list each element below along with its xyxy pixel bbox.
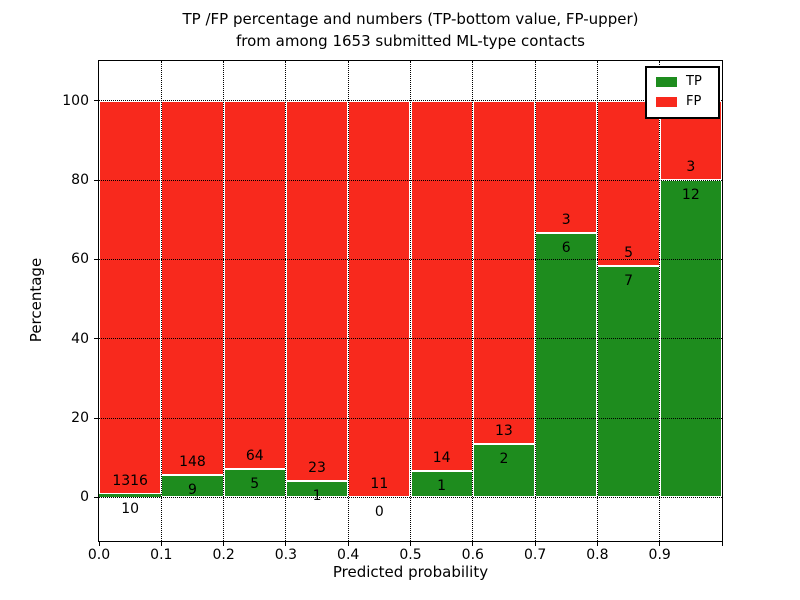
x-axis-tick	[285, 542, 287, 546]
bar-segment-tp	[597, 265, 660, 498]
x-tick-label: 0.7	[523, 547, 547, 563]
plot-area: 1316 10 148 9 64 5 23 1 11 0 14 1 13 2 3 6 5 7 3 12	[98, 60, 723, 542]
x-tick-label: 0.5	[399, 547, 422, 563]
fp-count-label: 3	[686, 159, 696, 175]
v-gridline	[472, 61, 474, 541]
x-axis-tick	[410, 542, 411, 546]
x-axis-tick	[98, 542, 100, 546]
y-axis-tick	[94, 496, 98, 498]
x-axis-tick	[659, 542, 661, 546]
x-tick-label: 0.2	[212, 547, 235, 563]
chart-title-line1: TP /FP percentage and numbers (TP-bottom…	[182, 10, 639, 28]
x-tick-label: 0.8	[586, 547, 609, 563]
tp-count-label: 1	[312, 487, 322, 504]
x-axis-tick	[534, 542, 536, 546]
chart-title-line2: from among 1653 submitted ML-type contac…	[236, 32, 585, 50]
bar-segment-fp	[597, 100, 660, 266]
v-gridline	[223, 61, 225, 541]
x-axis-tick	[160, 542, 162, 546]
bar-segment-tp	[99, 494, 162, 498]
y-axis-tick	[94, 179, 98, 181]
y-axis-label: Percentage	[27, 257, 45, 343]
bar-segment-tp	[223, 468, 286, 498]
legend-label-tp: TP	[686, 74, 702, 89]
v-gridline	[160, 61, 162, 541]
fp-count-label: 1316	[112, 473, 148, 490]
y-axis-tick	[94, 100, 98, 102]
x-tick-label: 0.6	[461, 547, 484, 563]
fp-color-swatch	[656, 97, 677, 107]
x-axis-tick	[472, 542, 474, 546]
y-axis-tick	[94, 258, 98, 260]
tp-count-label: 5	[250, 475, 260, 492]
fp-count-label: 11	[370, 476, 389, 493]
bar-segment-fp	[285, 100, 349, 481]
fp-count-label: 148	[179, 453, 206, 470]
bar-segment-fp	[348, 100, 411, 498]
fp-count-label: 23	[308, 459, 326, 476]
chart-title: TP /FP percentage and numbers (TP-bottom…	[98, 8, 723, 52]
tp-count-label: 6	[561, 239, 571, 256]
fp-count-label: 3	[561, 211, 571, 228]
bar-segment-tp	[410, 470, 473, 498]
tp-count-label: 1	[437, 477, 447, 494]
fp-count-label: 5	[624, 244, 634, 261]
v-gridline	[659, 61, 661, 541]
bar-segment-tp	[535, 232, 598, 498]
x-axis-tick	[721, 542, 723, 546]
v-gridline	[347, 61, 349, 541]
x-tick-label: 0.0	[87, 547, 111, 563]
x-tick-label: 0.9	[648, 547, 671, 563]
legend: TP FP	[645, 66, 720, 119]
x-tick-label: 0.1	[150, 547, 173, 563]
tp-count-label: 9	[187, 481, 197, 498]
bar-segment-fp	[410, 100, 473, 471]
tp-count-label: 7	[624, 272, 634, 289]
tp-count-label: 12	[681, 187, 700, 203]
y-tick-label: 60	[71, 251, 89, 268]
tp-count-label: 0	[374, 504, 384, 521]
fp-count-label: 14	[432, 449, 451, 466]
x-axis-label: Predicted probability	[332, 563, 489, 581]
y-tick-label: 40	[71, 330, 89, 347]
y-tick-label: 80	[71, 172, 89, 188]
bar-segment-tp	[285, 480, 349, 498]
v-gridline	[534, 61, 536, 541]
v-gridline	[410, 61, 411, 541]
legend-label-fp: FP	[686, 94, 702, 109]
y-tick-label: 100	[62, 92, 89, 109]
fp-count-label: 13	[495, 423, 513, 440]
x-axis-tick	[596, 542, 598, 546]
x-tick-label: 0.4	[337, 547, 360, 563]
bar-segment-fp	[161, 100, 224, 475]
v-gridline	[285, 61, 287, 541]
tp-count-label: 10	[121, 501, 140, 518]
bar-segment-tp	[161, 474, 224, 498]
x-tick-label: 0.3	[274, 547, 298, 563]
bar-segment-fp	[535, 100, 598, 233]
tp-count-label: 2	[499, 451, 509, 468]
tp-color-swatch	[656, 77, 677, 87]
y-axis-tick	[94, 417, 98, 419]
bar-segment-fp	[99, 100, 162, 495]
x-axis-tick	[223, 542, 225, 546]
y-tick-label: 0	[80, 489, 89, 506]
y-axis-tick	[94, 338, 98, 340]
bar-segment-fp	[472, 100, 536, 445]
y-tick-label: 20	[71, 410, 89, 427]
bar-segment-fp	[223, 100, 286, 469]
legend-row-tp: TP	[647, 72, 718, 92]
x-axis-tick	[347, 542, 349, 546]
v-gridline	[596, 61, 598, 541]
legend-row-fp: FP	[647, 92, 718, 112]
fp-count-label: 64	[245, 447, 264, 464]
